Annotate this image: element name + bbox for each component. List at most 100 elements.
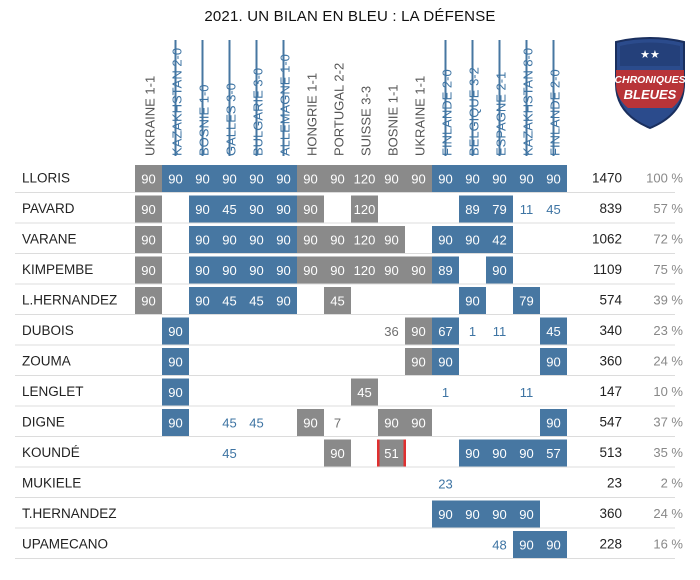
minutes-cell — [216, 195, 243, 223]
minutes-cell — [324, 165, 351, 192]
match-header-label: SUISSE 3-3 — [359, 86, 374, 156]
minutes-label: 90 — [465, 233, 479, 248]
minutes-label: 45 — [222, 416, 236, 431]
minutes-cell — [270, 226, 297, 253]
minutes-label: 90 — [141, 202, 155, 217]
minutes-label: 45 — [357, 385, 371, 400]
percent-played: 24 % — [653, 353, 683, 368]
minutes-label: 7 — [334, 416, 341, 431]
minutes-cell — [378, 409, 405, 436]
minutes-label: 90 — [546, 538, 560, 553]
minutes-label: 90 — [438, 507, 452, 522]
match-header-label: BULGARIE 3-0 — [251, 68, 266, 156]
minutes-cell — [459, 287, 486, 314]
minutes-label: 45 — [546, 202, 560, 217]
total-minutes: 340 — [599, 323, 622, 338]
minutes-cell — [297, 165, 324, 192]
player-name: PAVARD — [22, 201, 75, 216]
minutes-cell — [378, 165, 405, 192]
minutes-cell — [162, 165, 189, 192]
minutes-label: 79 — [519, 294, 533, 309]
chroniques-bleues-logo: ★★ CHRONIQUES BLEUES — [614, 37, 686, 130]
minutes-label: 1 — [469, 324, 476, 339]
minutes-label: 90 — [168, 172, 182, 187]
match-header-bar — [471, 40, 474, 156]
minutes-label: 90 — [411, 263, 425, 278]
minutes-label: 90 — [222, 172, 236, 187]
percent-played: 23 % — [653, 323, 683, 338]
minutes-label: 23 — [438, 477, 452, 492]
minutes-label: 45 — [249, 294, 263, 309]
minutes-cell — [540, 317, 567, 345]
minutes-cell — [189, 226, 216, 253]
match-header-bar — [552, 40, 555, 156]
minutes-cell — [324, 256, 351, 284]
match-header-bar — [228, 40, 231, 156]
minutes-cell — [135, 165, 162, 192]
minutes-cell — [405, 165, 432, 192]
minutes-label: 90 — [168, 385, 182, 400]
minutes-cell — [135, 256, 162, 284]
minutes-label: 90 — [411, 416, 425, 431]
total-minutes: 839 — [599, 201, 622, 216]
minutes-label: 1 — [442, 385, 449, 400]
player-name: L.HERNANDEZ — [22, 292, 117, 307]
minutes-label: 90 — [195, 202, 209, 217]
match-header-label: KAZAKHSTAN 8-0 — [521, 48, 536, 156]
minutes-cell — [540, 531, 567, 558]
total-minutes: 23 — [607, 475, 622, 490]
minutes-label: 90 — [411, 172, 425, 187]
match-header-bar — [444, 40, 447, 156]
minutes-cell — [405, 348, 432, 375]
minutes-cell — [540, 409, 567, 436]
minutes-label: 90 — [438, 172, 452, 187]
minutes-cell — [216, 226, 243, 253]
minutes-label: 90 — [195, 233, 209, 248]
red-card-marker — [377, 439, 380, 467]
minutes-label: 90 — [519, 446, 533, 461]
minutes-label: 90 — [519, 172, 533, 187]
minutes-label: 51 — [384, 446, 398, 461]
minutes-label: 90 — [411, 324, 425, 339]
match-header-bar — [201, 40, 204, 156]
minutes-label: 45 — [222, 446, 236, 461]
minutes-label: 120 — [354, 202, 376, 217]
player-name: UPAMECANO — [22, 536, 108, 551]
minutes-label: 79 — [492, 202, 506, 217]
match-header-bar — [282, 40, 285, 156]
match-header-bar — [174, 40, 177, 156]
minutes-label: 90 — [141, 263, 155, 278]
percent-played: 24 % — [653, 506, 683, 521]
minutes-label: 90 — [546, 355, 560, 370]
minutes-cell — [162, 348, 189, 375]
minutes-cell — [243, 195, 270, 223]
minutes-cell — [513, 500, 540, 528]
minutes-label: 90 — [465, 172, 479, 187]
match-header-label: KAZAKHSTAN 2-0 — [170, 48, 185, 156]
minutes-label: 90 — [141, 233, 155, 248]
percent-played: 10 % — [653, 384, 683, 399]
match-header-label: UKRAINE 1-1 — [413, 76, 428, 156]
minutes-cell — [486, 439, 513, 467]
minutes-cell — [486, 226, 513, 253]
minutes-label: 90 — [249, 172, 263, 187]
minutes-cell — [513, 531, 540, 558]
minutes-cell — [162, 409, 189, 436]
minutes-cell — [459, 439, 486, 467]
minutes-cell — [297, 409, 324, 436]
minutes-label: 90 — [222, 263, 236, 278]
percent-played: 16 % — [653, 536, 683, 551]
player-name: DUBOIS — [22, 323, 74, 338]
minutes-cell — [243, 256, 270, 284]
minutes-label: 90 — [141, 172, 155, 187]
minutes-label: 90 — [303, 233, 317, 248]
match-header-label: HONGRIE 1-1 — [305, 73, 320, 156]
minutes-label: 89 — [465, 202, 479, 217]
minutes-label: 120 — [354, 263, 376, 278]
minutes-cell — [189, 165, 216, 192]
minutes-cell — [270, 287, 297, 314]
player-name: VARANE — [22, 231, 77, 246]
percent-played: 37 % — [653, 414, 683, 429]
minutes-cell — [351, 165, 378, 192]
